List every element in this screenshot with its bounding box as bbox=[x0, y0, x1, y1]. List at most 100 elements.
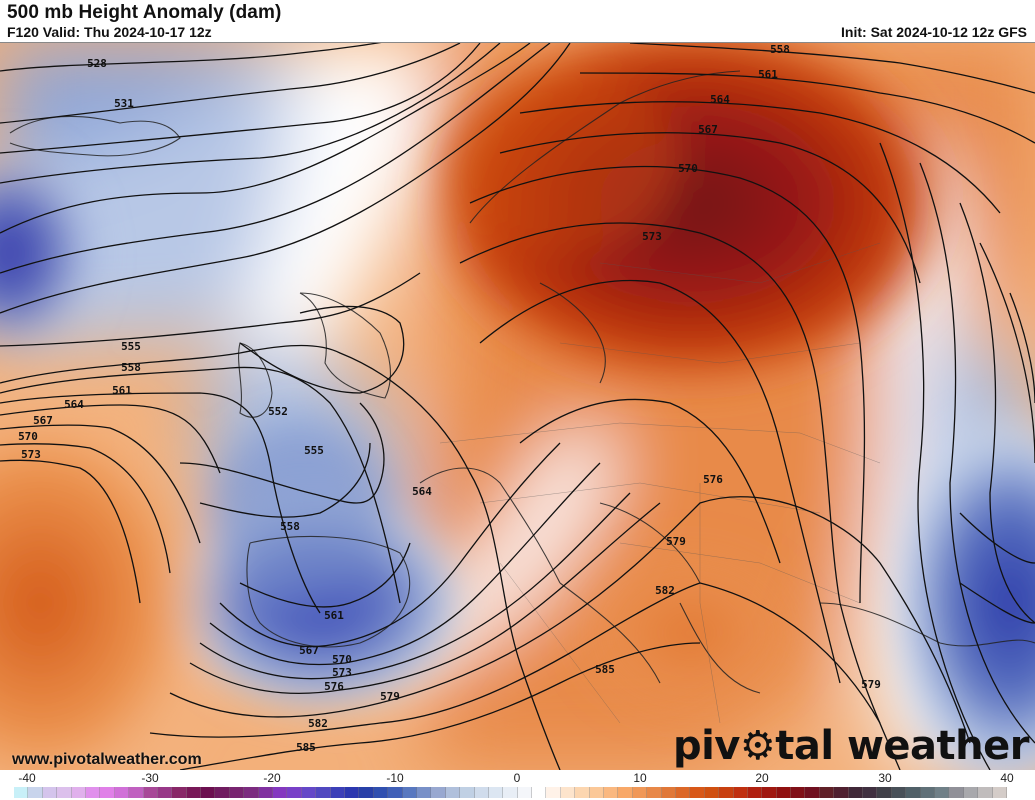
colorbar-tick: -30 bbox=[141, 771, 159, 785]
colorbar-swatch bbox=[747, 787, 763, 798]
colorbar-swatch bbox=[675, 787, 691, 798]
coastlines bbox=[9, 70, 1035, 694]
colorbar-swatch bbox=[143, 787, 158, 798]
colorbar-swatch bbox=[229, 787, 245, 798]
colorbar-swatch bbox=[791, 787, 806, 798]
colorbar-swatch bbox=[301, 787, 317, 798]
contour-label: 573 bbox=[642, 230, 662, 243]
colorbar-tick: -20 bbox=[263, 771, 281, 785]
contour-label: 576 bbox=[703, 473, 723, 486]
brand-logo: piv⚙tal weather bbox=[672, 723, 1030, 769]
colorbar-swatch bbox=[431, 787, 446, 798]
colorbar-swatch bbox=[618, 787, 633, 798]
colorbar-swatch bbox=[344, 787, 360, 798]
colorbar-swatch bbox=[28, 787, 43, 798]
colorbar-swatch bbox=[575, 787, 590, 798]
colorbar-swatch bbox=[517, 787, 533, 798]
contour-label: 570 bbox=[18, 430, 38, 443]
colorbar-swatch bbox=[920, 787, 935, 798]
colorbar-swatch bbox=[488, 787, 504, 798]
contour-label: 552 bbox=[268, 405, 288, 418]
colorbar-swatch bbox=[244, 787, 259, 798]
colorbar-tick: 30 bbox=[878, 771, 892, 785]
colorbar-swatch bbox=[805, 787, 820, 798]
colorbar-swatch bbox=[762, 787, 777, 798]
contour-label: 531 bbox=[114, 97, 134, 110]
contour-label: 576 bbox=[324, 680, 344, 693]
colorbar-swatch bbox=[416, 787, 432, 798]
map-title: 500 mb Height Anomaly (dam) bbox=[7, 2, 282, 23]
colorbar-swatch bbox=[532, 787, 547, 798]
colorbar-tick: 20 bbox=[755, 771, 769, 785]
colorbar-swatch bbox=[589, 787, 605, 798]
colorbar-swatches bbox=[14, 787, 1007, 798]
colorbar-swatch bbox=[42, 787, 58, 798]
colorbar-swatch bbox=[503, 787, 518, 798]
colorbar-swatch bbox=[359, 787, 374, 798]
colorbar-swatch bbox=[776, 787, 792, 798]
contour-label: 567 bbox=[299, 644, 319, 657]
colorbar-swatch bbox=[906, 787, 921, 798]
contour-label: 558 bbox=[770, 43, 790, 56]
contour-label: 555 bbox=[121, 340, 141, 353]
colorbar-swatch bbox=[992, 787, 1007, 798]
header: 500 mb Height Anomaly (dam) F120 Valid: … bbox=[0, 0, 1035, 42]
contour-label: 567 bbox=[33, 414, 53, 427]
colorbar-tick: 10 bbox=[633, 771, 647, 785]
brand-right: tal weather bbox=[775, 723, 1029, 769]
contour-label: 564 bbox=[412, 485, 432, 498]
colorbar-swatch bbox=[632, 787, 648, 798]
colorbar-swatch bbox=[963, 787, 979, 798]
colorbar-swatch bbox=[258, 787, 274, 798]
contour-label: 579 bbox=[666, 535, 686, 548]
colorbar-swatch bbox=[661, 787, 676, 798]
colorbar-swatch bbox=[704, 787, 720, 798]
colorbar-swatch bbox=[100, 787, 115, 798]
colorbar-swatch bbox=[819, 787, 835, 798]
contour-label: 564 bbox=[64, 398, 84, 411]
colorbar-swatch bbox=[719, 787, 734, 798]
contour-label: 528 bbox=[87, 57, 107, 70]
colorbar: -40 -30 -20 -10 0 10 20 30 40 bbox=[0, 770, 1035, 800]
colorbar-ticks: -40 -30 -20 -10 0 10 20 30 40 bbox=[0, 770, 1035, 785]
colorbar-swatch bbox=[157, 787, 173, 798]
valid-time: F120 Valid: Thu 2024-10-17 12z bbox=[7, 24, 212, 40]
colorbar-swatch bbox=[215, 787, 230, 798]
colorbar-swatch bbox=[388, 787, 403, 798]
colorbar-swatch bbox=[129, 787, 144, 798]
contour-label: 582 bbox=[308, 717, 328, 730]
contour-label: 573 bbox=[332, 666, 352, 679]
colorbar-swatch bbox=[287, 787, 302, 798]
colorbar-swatch bbox=[546, 787, 561, 798]
contour-label: 570 bbox=[678, 162, 698, 175]
colorbar-swatch bbox=[14, 787, 29, 798]
colorbar-swatch bbox=[604, 787, 619, 798]
contour-label: 582 bbox=[655, 584, 675, 597]
contour-label: 579 bbox=[380, 690, 400, 703]
colorbar-tick: -40 bbox=[18, 771, 36, 785]
colorbar-swatch bbox=[373, 787, 389, 798]
colorbar-swatch bbox=[330, 787, 345, 798]
contour-label: 567 bbox=[698, 123, 718, 136]
colorbar-swatch bbox=[460, 787, 475, 798]
map-canvas: 5285315555585615645675705735525555645585… bbox=[0, 43, 1035, 770]
height-contours bbox=[0, 43, 1035, 770]
init-time: Init: Sat 2024-10-12 12z GFS bbox=[841, 24, 1027, 40]
colorbar-tick: -10 bbox=[386, 771, 404, 785]
contour-label: 564 bbox=[710, 93, 730, 106]
colorbar-swatch bbox=[848, 787, 864, 798]
colorbar-swatch bbox=[690, 787, 705, 798]
colorbar-tick: 0 bbox=[513, 771, 521, 785]
colorbar-swatch bbox=[733, 787, 748, 798]
colorbar-swatch bbox=[560, 787, 576, 798]
colorbar-swatch bbox=[445, 787, 461, 798]
colorbar-swatch bbox=[57, 787, 72, 798]
colorbar-swatch bbox=[273, 787, 288, 798]
colorbar-swatch bbox=[647, 787, 662, 798]
colorbar-swatch bbox=[891, 787, 907, 798]
colorbar-swatch bbox=[863, 787, 878, 798]
brand-left: piv bbox=[672, 723, 740, 769]
colorbar-swatch bbox=[949, 787, 964, 798]
colorbar-swatch bbox=[85, 787, 101, 798]
colorbar-swatch bbox=[978, 787, 993, 798]
